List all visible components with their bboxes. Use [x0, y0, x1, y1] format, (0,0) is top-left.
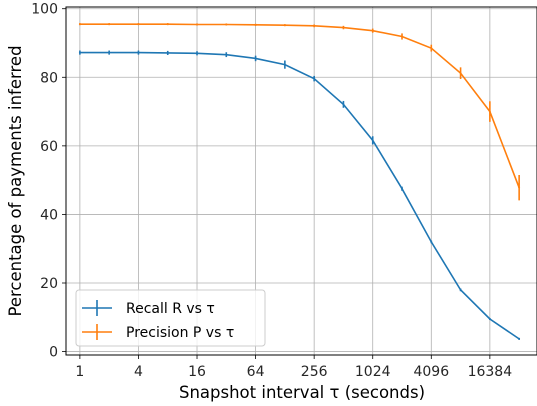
y-tick-label: 20: [40, 276, 58, 292]
data-point: [196, 52, 198, 55]
data-point: [254, 23, 257, 26]
y-axis-label: Percentage of payments inferred: [6, 45, 25, 316]
plot-area: [78, 23, 521, 340]
y-tick-label: 100: [31, 2, 58, 18]
data-point: [518, 186, 521, 189]
x-tick-label: 4096: [413, 364, 449, 380]
series-precision: [78, 23, 521, 201]
data-point: [488, 318, 491, 320]
data-point: [342, 26, 345, 29]
x-tick-label: 16384: [468, 364, 513, 380]
data-point: [342, 103, 345, 106]
legend-label: Precision P vs τ: [126, 325, 234, 341]
x-tick-label: 256: [301, 364, 328, 380]
data-point: [137, 23, 140, 26]
data-point: [459, 72, 462, 75]
grid: [66, 7, 537, 355]
x-tick-label: 64: [247, 364, 265, 380]
data-point: [166, 23, 169, 26]
y-tick-label: 60: [40, 139, 58, 155]
data-point: [401, 35, 403, 38]
data-point: [283, 24, 286, 27]
y-tick-label: 40: [40, 207, 58, 223]
data-point: [430, 47, 433, 50]
data-point: [166, 52, 169, 54]
data-point: [313, 77, 316, 80]
data-point: [225, 53, 228, 56]
series-line: [79, 23, 520, 188]
data-point: [225, 23, 228, 26]
data-point: [371, 29, 374, 32]
data-point: [488, 110, 491, 113]
data-point: [313, 24, 316, 27]
data-point: [108, 23, 111, 26]
legend-label: Recall R vs τ: [126, 301, 215, 317]
data-point: [254, 57, 257, 60]
y-tick-label: 80: [40, 70, 58, 86]
x-tick-label: 1024: [355, 364, 391, 380]
data-point: [196, 23, 198, 26]
data-point: [283, 63, 286, 66]
axis-ticks: 1 4 16 64 256 1024 4096 16384 0 20 40 60 80 100: [31, 2, 512, 380]
data-point: [78, 51, 81, 54]
series-line: [79, 51, 520, 340]
data-point: [371, 139, 374, 142]
legend-box: [75, 289, 266, 347]
y-tick-label: 0: [49, 345, 58, 361]
series-recall: [78, 50, 521, 340]
legend: Recall R vs τ Precision P vs τ: [75, 289, 266, 347]
data-point: [78, 23, 81, 26]
x-tick-label: 4: [134, 364, 143, 380]
data-point: [137, 51, 140, 54]
data-point: [430, 240, 433, 243]
data-point: [401, 187, 403, 190]
data-point: [518, 337, 521, 340]
plot-frame: [65, 6, 537, 356]
x-tick-label: 16: [188, 364, 206, 380]
x-axis-label: Snapshot interval τ (seconds): [179, 383, 425, 402]
data-point: [459, 288, 462, 291]
x-tick-label: 1: [75, 364, 84, 380]
data-point: [108, 51, 111, 54]
